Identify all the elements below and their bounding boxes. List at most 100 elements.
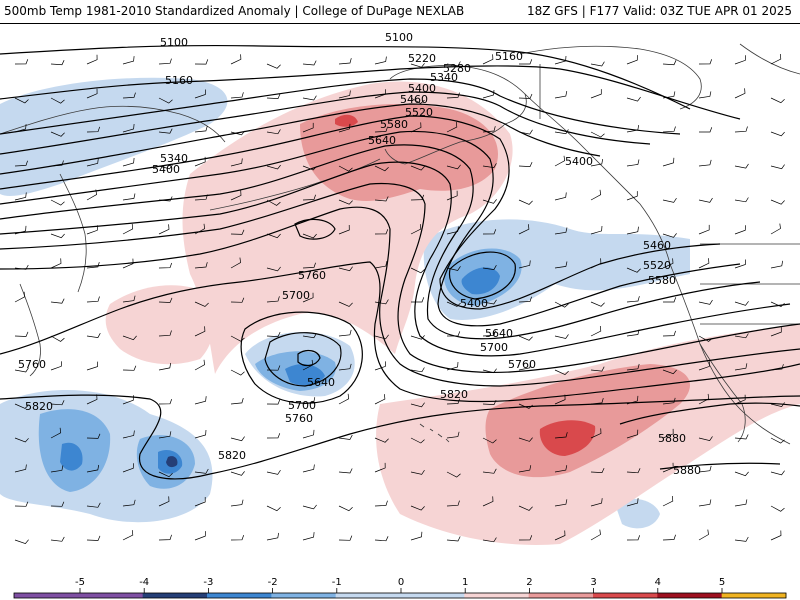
- wind-barb: [410, 505, 425, 511]
- contour-5820: [0, 394, 800, 480]
- wind-barb: [374, 196, 389, 202]
- contour-5760: [0, 261, 800, 403]
- wind-barb: [122, 395, 134, 405]
- wind-barb: [338, 468, 353, 474]
- wind-barb: [14, 403, 29, 409]
- legend-tick-label: -2: [268, 577, 278, 588]
- wind-barb: [302, 292, 314, 303]
- wind-barb: [158, 362, 172, 371]
- contour-label: 5700: [282, 289, 310, 302]
- wind-barb: [554, 432, 568, 439]
- contour-label: 5340: [430, 71, 458, 84]
- wind-barb: [482, 537, 497, 543]
- wind-barb: [266, 233, 281, 239]
- coastline-arctic: [519, 45, 702, 110]
- wind-barb: [482, 199, 497, 204]
- wind-barb: [14, 539, 29, 545]
- wind-barb: [626, 468, 641, 474]
- wind-barb: [698, 529, 709, 541]
- wind-barb: [554, 530, 566, 541]
- wind-barb: [662, 198, 677, 203]
- warm-core-alaska-inner: [335, 114, 358, 127]
- wind-barb: [662, 495, 674, 507]
- wind-barb: [410, 224, 422, 235]
- wind-barb: [482, 89, 495, 99]
- wind-barb: [338, 535, 353, 541]
- wind-barb: [158, 128, 173, 134]
- wind-barb: [410, 437, 425, 444]
- wind-barb: [374, 334, 389, 340]
- wind-barb: [194, 262, 208, 269]
- wind-barb: [662, 258, 674, 269]
- wind-barb: [626, 55, 638, 65]
- wind-barb: [734, 225, 746, 235]
- wind-barb: [662, 397, 676, 405]
- wind-barb: [410, 470, 425, 475]
- contour-labels: 5100 5100 5160 5160 5220 5280 5340 5400 …: [18, 31, 701, 477]
- wind-barb: [266, 164, 281, 170]
- wind-barb: [410, 267, 425, 274]
- wind-barb: [302, 397, 316, 405]
- coastline-hudson: [739, 43, 800, 75]
- wind-barb: [770, 530, 782, 541]
- legend-swatch: [593, 593, 658, 598]
- wind-barb: [302, 262, 316, 269]
- wind-barb: [590, 131, 605, 138]
- wind-barb: [14, 291, 26, 303]
- wind-barb: [86, 189, 97, 201]
- legend-tick-label: -5: [75, 577, 85, 588]
- wind-barb: [338, 58, 352, 65]
- wind-barb: [554, 55, 567, 65]
- contour-5100: [0, 44, 691, 110]
- wind-barb: [14, 97, 29, 104]
- wind-barb: [519, 59, 533, 65]
- wind-barb: [230, 257, 241, 269]
- wind-barb: [338, 329, 352, 337]
- legend-tick-label: 5: [719, 577, 725, 588]
- wind-barb: [194, 531, 206, 541]
- wind-barb: [194, 156, 206, 167]
- wind-barb: [518, 296, 532, 303]
- wind-barb: [122, 499, 136, 507]
- contour-closed-small: [294, 218, 336, 240]
- wind-barb: [410, 63, 425, 68]
- wind-barb: [554, 129, 569, 135]
- wind-barb: [698, 465, 712, 473]
- wind-barb: [518, 129, 533, 135]
- contour-label: 5400: [152, 163, 180, 176]
- wind-barb: [158, 164, 173, 170]
- wind-barb: [590, 325, 602, 337]
- wind-barb: [770, 327, 782, 337]
- wind-barb: [698, 59, 713, 65]
- wind-barb: [626, 125, 640, 133]
- wind-barb: [158, 534, 172, 541]
- wind-barb: [590, 189, 602, 201]
- legend-swatch: [528, 593, 594, 598]
- contour-label: 5280: [443, 62, 471, 75]
- wind-barb: [734, 301, 749, 306]
- wind-barb: [590, 301, 605, 307]
- wind-barb: [482, 54, 494, 65]
- coastline-siberia: [0, 105, 226, 143]
- wind-barb: [410, 531, 423, 541]
- wind-barb: [446, 61, 461, 67]
- cold-core-west-b-max: [166, 456, 178, 468]
- wind-barb: [230, 436, 245, 442]
- wind-barb: [50, 131, 65, 137]
- wind-barb: [410, 194, 425, 201]
- wind-barb: [518, 199, 533, 205]
- wind-barb: [122, 92, 136, 99]
- wind-barb: [266, 399, 281, 405]
- wind-barb: [86, 126, 101, 133]
- contour-label: 5460: [643, 239, 671, 252]
- wind-barb: [554, 301, 569, 308]
- contour-5520: [0, 144, 761, 340]
- wind-barb: [734, 55, 746, 65]
- contour-closed-low-core: [297, 349, 321, 367]
- wind-barb: [14, 367, 29, 373]
- wind-barb: [554, 394, 566, 405]
- wind-barb: [230, 335, 245, 342]
- wind-barb: [338, 199, 353, 205]
- wind-barb: [194, 359, 205, 371]
- wind-barb: [266, 365, 281, 371]
